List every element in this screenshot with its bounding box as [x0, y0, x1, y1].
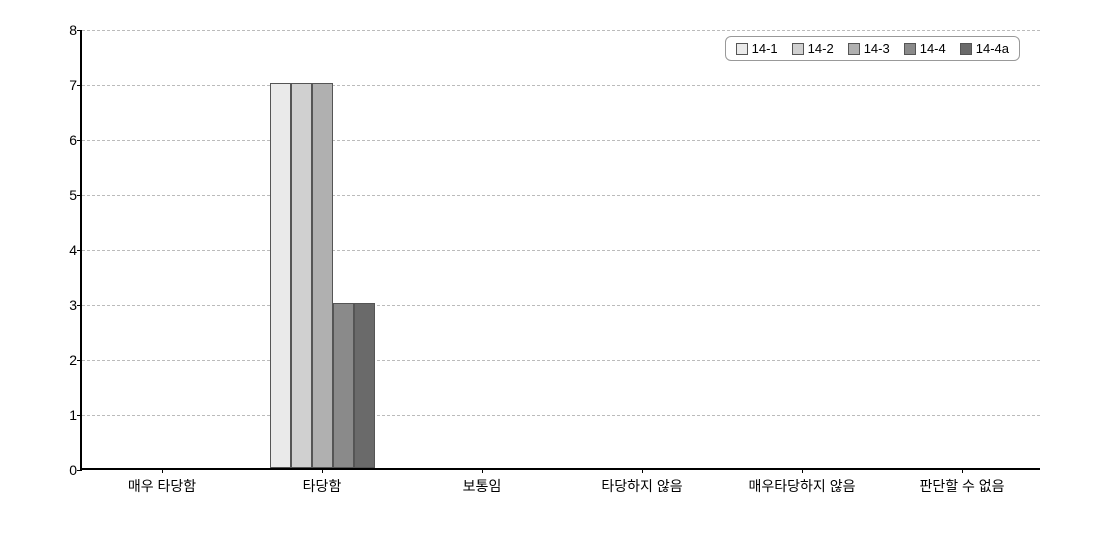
legend-item: 14-1	[736, 41, 778, 56]
chart-legend: 14-1 14-2 14-3 14-4 14-4a	[725, 36, 1020, 61]
legend-swatch	[792, 43, 804, 55]
bar	[333, 303, 354, 468]
ytick-mark	[77, 305, 82, 306]
legend-swatch	[960, 43, 972, 55]
xtick-label: 타당함	[303, 476, 342, 496]
legend-label: 14-3	[864, 41, 890, 56]
bar	[291, 83, 312, 468]
ytick-label: 2	[57, 352, 77, 368]
ytick-label: 3	[57, 297, 77, 313]
ytick-mark	[77, 195, 82, 196]
xtick-mark	[642, 468, 643, 473]
xtick-label: 매우 타당함	[128, 476, 196, 496]
bar	[312, 83, 333, 468]
gridline	[82, 30, 1040, 31]
legend-swatch	[904, 43, 916, 55]
legend-swatch	[736, 43, 748, 55]
legend-label: 14-1	[752, 41, 778, 56]
ytick-mark	[77, 30, 82, 31]
xtick-label: 매우타당하지 않음	[749, 476, 856, 496]
ytick-label: 8	[57, 22, 77, 38]
xtick-mark	[162, 468, 163, 473]
legend-item: 14-4	[904, 41, 946, 56]
xtick-label: 보통임	[463, 476, 502, 496]
ytick-label: 5	[57, 187, 77, 203]
ytick-mark	[77, 415, 82, 416]
xtick-mark	[482, 468, 483, 473]
ytick-mark	[77, 470, 82, 471]
ytick-label: 0	[57, 462, 77, 478]
ytick-label: 6	[57, 132, 77, 148]
legend-label: 14-4a	[976, 41, 1009, 56]
plot-area: 14-114-214-314-414-4a 012345678매우 타당함타당함…	[80, 30, 1040, 470]
legend-label: 14-2	[808, 41, 834, 56]
legend-item: 14-3	[848, 41, 890, 56]
xtick-mark	[802, 468, 803, 473]
legend-swatch	[848, 43, 860, 55]
xtick-mark	[322, 468, 323, 473]
gridline	[82, 360, 1040, 361]
gridline	[82, 415, 1040, 416]
bar-chart: 14-1 14-2 14-3 14-4 14-4a 0 1 2 3 4 5 6 7 8 매우 타당함 타당함…	[50, 20, 1050, 520]
bar	[354, 303, 375, 468]
xtick-label: 타당하지 않음	[601, 476, 682, 496]
ytick-mark	[77, 140, 82, 141]
gridline	[82, 85, 1040, 86]
legend-label: 14-4	[920, 41, 946, 56]
ytick-label: 1	[57, 407, 77, 423]
gridline	[82, 195, 1040, 196]
ytick-mark	[77, 85, 82, 86]
bar	[270, 83, 291, 468]
ytick-mark	[77, 250, 82, 251]
gridline	[82, 250, 1040, 251]
gridline	[82, 140, 1040, 141]
ytick-mark	[77, 360, 82, 361]
gridline	[82, 305, 1040, 306]
legend-item: 14-2	[792, 41, 834, 56]
xtick-mark	[962, 468, 963, 473]
xtick-label: 판단할 수 없음	[919, 476, 1004, 496]
ytick-label: 4	[57, 242, 77, 258]
ytick-label: 7	[57, 77, 77, 93]
legend-item: 14-4a	[960, 41, 1009, 56]
